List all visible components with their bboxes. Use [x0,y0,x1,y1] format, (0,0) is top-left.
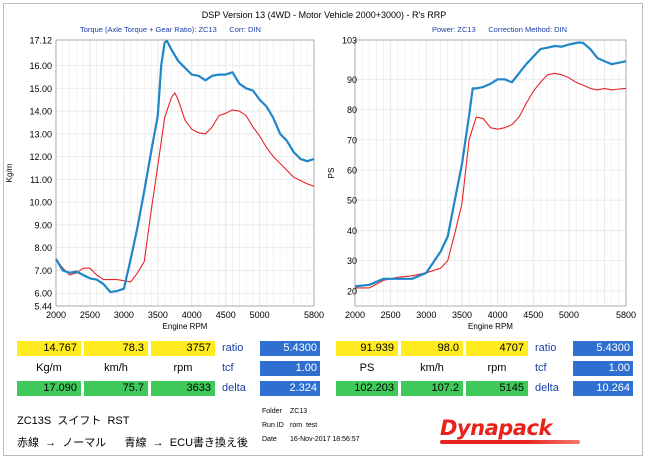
unit-kmh-label: km/h [420,362,444,374]
ratio-value: 5.4300 [573,341,633,356]
y-tick-label: 50 [347,196,357,206]
unit-kgm-label: Kg/m [36,362,62,374]
x-axis-label: Engine RPM [468,322,513,331]
y-tick-label: 40 [347,226,357,236]
rpm-value-tuned: 3633 [151,381,215,396]
y-tick-label: 16.00 [29,61,52,71]
date-value: 16-Nov-2017 18:56:57 [290,436,360,443]
speed-value-tuned: 75.7 [84,381,148,396]
y-tick-label: 60 [347,165,357,175]
power-value-tuned: 102.203 [336,381,398,396]
delta-value: 10.264 [573,381,633,396]
x-tick-label: 5000 [250,310,270,320]
x-tick-label: 5800 [616,310,636,320]
runid-label: Run ID [262,422,284,429]
power-chart: 2000 2500 3000 3500 4000 4500 5000 5800 103 90 80 7… [327,36,636,332]
delta-label: delta [535,382,559,394]
x-tick-label: 5000 [559,310,579,320]
series-line-normal [355,72,627,289]
y-tick-label: 14.00 [29,107,52,117]
folder-value: ZC13 [290,408,308,415]
y-tick-label: 9.00 [34,220,52,230]
x-tick-label: 2000 [345,310,365,320]
speed-value-normal: 98.0 [401,341,463,356]
x-tick-label: 3000 [416,310,436,320]
unit-rpm-label: rpm [487,362,507,374]
speed-value-normal: 78.3 [84,341,148,356]
plot-border [354,39,627,307]
left-chart-subtitle: Torque (Axle Torque + Gear Ratio): ZC13 … [80,25,261,34]
x-axis-label: Engine RPM [163,322,208,331]
line-legend-note: 赤線 → ノーマル 青線 → ECU書き換え後 [17,437,249,449]
tcf-label: tcf [222,362,234,374]
ratio-label: ratio [535,342,557,354]
y-tick-label: 13.00 [29,129,52,139]
y-tick-label: 10.00 [29,198,52,208]
plot-border [55,39,315,307]
logo-swoosh [440,440,580,444]
y-tick-label: 103 [342,36,357,46]
delta-label: delta [222,382,246,394]
y-tick-label: 12.00 [29,152,52,162]
runid-value: rom test [290,422,318,429]
power-value-normal: 91.939 [336,341,398,356]
series-line-tuned [354,41,627,288]
y-axis-label: Kg/m [5,163,14,182]
ratio-value: 5.4300 [260,341,320,356]
x-tick-label: 3500 [452,310,472,320]
torque-value-tuned: 17.090 [17,381,81,396]
x-tick-label: 4500 [216,310,236,320]
y-tick-label: 8.00 [34,243,52,253]
page-title: DSP Version 13 (4WD - Motor Vehicle 2000… [201,10,447,20]
speed-value-tuned: 107.2 [401,381,463,396]
ratio-label: ratio [222,342,244,354]
x-tick-label: 3500 [148,310,168,320]
x-tick-label: 4000 [182,310,202,320]
rpm-value-normal: 4707 [466,341,528,356]
rpm-value-tuned: 5145 [466,381,528,396]
torque-chart: 2000 2500 3000 3500 4000 4500 5000 5800 17.12 16.… [5,36,324,332]
folder-label: Folder [262,408,282,415]
unit-rpm-label: rpm [173,362,193,374]
y-tick-label: 80 [347,105,357,115]
x-tick-label: 3000 [114,310,134,320]
y-tick-label: 11.00 [30,175,52,185]
tcf-value: 1.00 [260,361,320,376]
delta-value: 2.324 [260,381,320,396]
rpm-value-normal: 3757 [151,341,215,356]
torque-value-normal: 14.767 [17,341,81,356]
right-chart-subtitle: Power: ZC13 Correction Method: DIN [432,25,568,34]
date-label: Date [262,436,277,443]
unit-ps-label: PS [359,362,375,374]
y-tick-label: 6.00 [34,289,52,299]
unit-kmh-label: km/h [104,362,128,374]
y-tick-label: 5.44 [34,302,52,312]
car-model-note: ZC13S スイフト RST [17,415,130,427]
y-tick-label: 90 [347,75,357,85]
x-tick-label: 2500 [80,310,100,320]
y-tick-label: 70 [347,135,357,145]
y-tick-label: 15.00 [29,84,52,94]
x-tick-label: 4000 [488,310,508,320]
series-line-normal [55,92,315,283]
y-tick-label: 17.12 [29,36,52,46]
tcf-label: tcf [535,362,547,374]
y-axis-label: PS [327,168,336,179]
y-tick-label: 20 [347,286,357,296]
y-tick-label: 30 [347,256,357,266]
x-tick-label: 2000 [46,310,66,320]
x-tick-label: 2500 [381,310,401,320]
tcf-value: 1.00 [573,361,633,376]
window-frame [3,3,643,456]
y-tick-label: 7.00 [34,266,52,276]
series-line-tuned [55,39,315,294]
x-tick-label: 4500 [523,310,543,320]
dynapack-logo: Dynapack [440,416,552,440]
x-tick-label: 5800 [304,310,324,320]
